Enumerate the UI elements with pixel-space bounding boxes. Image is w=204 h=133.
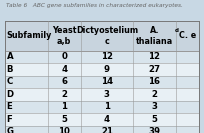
Text: 10: 10 [58, 127, 70, 133]
Text: B: B [7, 65, 13, 74]
Text: 14: 14 [101, 77, 113, 86]
Text: A: A [7, 52, 13, 61]
Text: Table 6   ABC gene subfamilies in characterized eukaryotes.: Table 6 ABC gene subfamilies in characte… [6, 3, 183, 8]
Bar [5, 76, 199, 88]
Text: 5: 5 [61, 115, 67, 124]
Text: C. e: C. e [179, 31, 196, 40]
Text: 5: 5 [152, 115, 157, 124]
Text: 16: 16 [149, 77, 160, 86]
Text: C: C [7, 77, 13, 86]
Text: E: E [7, 102, 12, 111]
Bar [5, 101, 199, 113]
Text: 39: 39 [149, 127, 160, 133]
Bar [5, 63, 199, 76]
Bar [5, 51, 199, 63]
Text: 6: 6 [61, 77, 67, 86]
Text: Dictyostelium
c: Dictyostelium c [76, 26, 138, 46]
Text: F: F [7, 115, 12, 124]
Text: 1: 1 [61, 102, 67, 111]
Bar [5, 113, 199, 126]
Text: 27: 27 [148, 65, 161, 74]
Bar [5, 126, 199, 133]
Text: 9: 9 [104, 65, 110, 74]
Text: A.
thaliana: A. thaliana [136, 26, 173, 46]
Bar [5, 88, 199, 101]
Text: 4: 4 [61, 65, 67, 74]
Text: 2: 2 [151, 90, 157, 99]
Text: 12: 12 [101, 52, 113, 61]
Text: D: D [7, 90, 14, 99]
Text: 2: 2 [61, 90, 67, 99]
Text: G: G [7, 127, 14, 133]
Text: d: d [175, 28, 179, 33]
Text: Yeast
a,b: Yeast a,b [52, 26, 76, 46]
Text: 3: 3 [151, 102, 157, 111]
Text: Subfamily: Subfamily [7, 31, 52, 40]
Text: 0: 0 [61, 52, 67, 61]
Text: 4: 4 [104, 115, 110, 124]
Text: 3: 3 [104, 90, 110, 99]
Text: 1: 1 [104, 102, 110, 111]
Text: 12: 12 [149, 52, 160, 61]
Text: 21: 21 [101, 127, 113, 133]
